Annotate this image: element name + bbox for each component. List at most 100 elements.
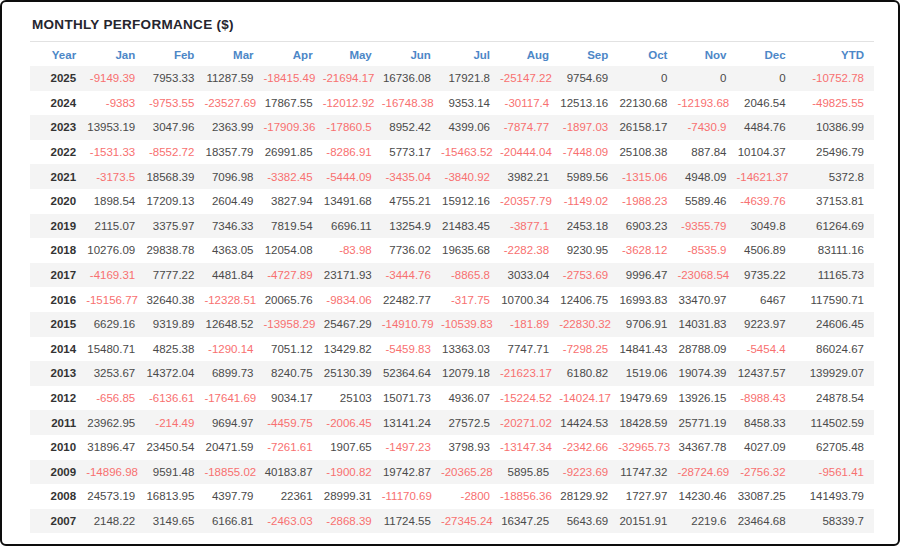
- value-cell-nov: 4948.09: [677, 164, 736, 189]
- value-cell-nov: -7430.9: [677, 115, 736, 140]
- value-cell-oct: 11747.32: [618, 460, 677, 485]
- value-cell-jul: 9353.14: [441, 91, 500, 116]
- value-cell-feb: 7953.33: [145, 66, 204, 91]
- value-cell-sep: 12406.75: [559, 287, 618, 312]
- value-cell-ytd: -49825.55: [796, 91, 874, 116]
- value-cell-mar: 18357.79: [204, 140, 263, 165]
- value-cell-mar: 4397.79: [204, 484, 263, 509]
- table-row: 201031896.4723450.5420471.59-7261.611907…: [30, 435, 874, 460]
- value-cell-mar: 6899.73: [204, 361, 263, 386]
- value-cell-feb: -8552.72: [145, 140, 204, 165]
- value-cell-apr: -4459.75: [264, 410, 323, 435]
- value-cell-ytd: 24878.54: [796, 386, 874, 411]
- table-row: 2012-656.85-6136.61-17641.699034.1725103…: [30, 386, 874, 411]
- value-cell-apr: -13958.29: [264, 312, 323, 337]
- value-cell-oct: 6903.23: [618, 214, 677, 239]
- year-cell: 2011: [30, 410, 86, 435]
- value-cell-jan: 31896.47: [86, 435, 145, 460]
- value-cell-oct: 14841.43: [618, 337, 677, 362]
- table-row: 2022-1531.33-8552.7218357.7926991.85-828…: [30, 140, 874, 165]
- value-cell-sep: -7448.09: [559, 140, 618, 165]
- value-cell-sep: -9223.69: [559, 460, 618, 485]
- value-cell-nov: 28788.09: [677, 337, 736, 362]
- value-cell-jun: -14910.79: [382, 312, 441, 337]
- table-row: 201415480.714825.38-1290.147051.1213429.…: [30, 337, 874, 362]
- value-cell-oct: 22130.68: [618, 91, 677, 116]
- column-header-aug: Aug: [500, 43, 559, 66]
- value-cell-nov: 25771.19: [677, 410, 736, 435]
- column-header-jul: Jul: [441, 43, 500, 66]
- value-cell-may: -21694.17: [323, 66, 382, 91]
- value-cell-may: -1900.82: [323, 460, 382, 485]
- value-cell-mar: 4481.84: [204, 263, 263, 288]
- value-cell-ytd: 62705.48: [796, 435, 874, 460]
- value-cell-jun: -11170.69: [382, 484, 441, 509]
- value-cell-ytd: 86024.67: [796, 337, 874, 362]
- year-cell: 2021: [30, 164, 86, 189]
- year-cell: 2017: [30, 263, 86, 288]
- value-cell-jan: 2115.07: [86, 214, 145, 239]
- year-cell: 2022: [30, 140, 86, 165]
- value-cell-jul: 13363.03: [441, 337, 500, 362]
- value-cell-mar: -1290.14: [204, 337, 263, 362]
- value-cell-jan: 3253.67: [86, 361, 145, 386]
- value-cell-jul: -10539.83: [441, 312, 500, 337]
- year-cell: 2014: [30, 337, 86, 362]
- value-cell-ytd: 25496.79: [796, 140, 874, 165]
- value-cell-jul: 12079.18: [441, 361, 500, 386]
- value-cell-jun: -3444.76: [382, 263, 441, 288]
- value-cell-jun: -1497.23: [382, 435, 441, 460]
- value-cell-aug: 5895.85: [500, 460, 559, 485]
- value-cell-ytd: 139929.07: [796, 361, 874, 386]
- column-header-apr: Apr: [264, 43, 323, 66]
- value-cell-dec: -14621.37: [737, 164, 796, 189]
- value-cell-apr: 40183.87: [264, 460, 323, 485]
- year-cell: 2025: [30, 66, 86, 91]
- value-cell-may: 25103: [323, 386, 382, 411]
- value-cell-dec: 4484.76: [737, 115, 796, 140]
- value-cell-ytd: 83111.16: [796, 238, 874, 263]
- value-cell-apr: 7819.54: [264, 214, 323, 239]
- value-cell-ytd: 11165.73: [796, 263, 874, 288]
- table-row: 201123962.95-214.499694.97-4459.75-2006.…: [30, 410, 874, 435]
- value-cell-jan: 23962.95: [86, 410, 145, 435]
- value-cell-sep: 9230.95: [559, 238, 618, 263]
- year-cell: 2016: [30, 287, 86, 312]
- value-cell-nov: 34367.78: [677, 435, 736, 460]
- value-cell-aug: 3033.04: [500, 263, 559, 288]
- value-cell-jun: 11724.55: [382, 509, 441, 534]
- value-cell-nov: 14230.46: [677, 484, 736, 509]
- value-cell-jun: 13254.9: [382, 214, 441, 239]
- value-cell-may: 25467.29: [323, 312, 382, 337]
- value-cell-may: -12012.92: [323, 91, 382, 116]
- column-header-year: Year: [30, 43, 86, 66]
- value-cell-oct: 1727.97: [618, 484, 677, 509]
- value-cell-ytd: 141493.79: [796, 484, 874, 509]
- value-cell-feb: 29838.78: [145, 238, 204, 263]
- value-cell-feb: 32640.38: [145, 287, 204, 312]
- value-cell-may: 1907.65: [323, 435, 382, 460]
- value-cell-oct: 20151.91: [618, 509, 677, 534]
- value-cell-feb: 16813.95: [145, 484, 204, 509]
- year-cell: 2007: [30, 509, 86, 534]
- table-row: 2024-9383-9753.55-23527.6917867.55-12012…: [30, 91, 874, 116]
- value-cell-aug: -30117.4: [500, 91, 559, 116]
- value-cell-oct: -32965.73: [618, 435, 677, 460]
- value-cell-aug: -181.89: [500, 312, 559, 337]
- value-cell-oct: 25108.38: [618, 140, 677, 165]
- value-cell-ytd: 24606.45: [796, 312, 874, 337]
- column-header-jun: Jun: [382, 43, 441, 66]
- value-cell-sep: 14424.53: [559, 410, 618, 435]
- value-cell-sep: 6180.82: [559, 361, 618, 386]
- value-cell-jan: -1531.33: [86, 140, 145, 165]
- value-cell-jun: -3435.04: [382, 164, 441, 189]
- column-header-feb: Feb: [145, 43, 204, 66]
- value-cell-aug: -25147.22: [500, 66, 559, 91]
- value-cell-nov: 14031.83: [677, 312, 736, 337]
- value-cell-aug: 7747.71: [500, 337, 559, 362]
- value-cell-apr: 12054.08: [264, 238, 323, 263]
- value-cell-may: -17860.5: [323, 115, 382, 140]
- column-header-nov: Nov: [677, 43, 736, 66]
- value-cell-mar: 6166.81: [204, 509, 263, 534]
- value-cell-aug: 16347.25: [500, 509, 559, 534]
